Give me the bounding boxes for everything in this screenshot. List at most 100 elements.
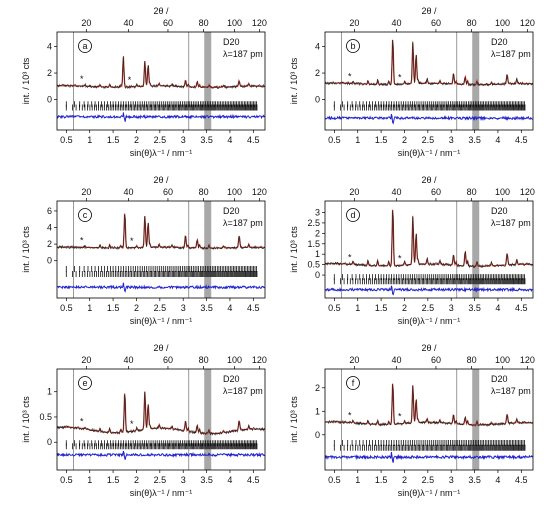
y-tick-label: 0 (47, 256, 52, 266)
x-tick-label: 2.5 (422, 475, 435, 485)
x-axis-label: sin(θ)λ⁻¹ / nm⁻¹ (130, 488, 193, 498)
difference-curve (325, 451, 533, 463)
x-tick-label: 3.5 (468, 303, 481, 313)
top-tick-label: 20 (349, 18, 359, 28)
top-tick-label: 40 (123, 187, 133, 197)
top-tick-label: 120 (252, 187, 267, 197)
reflection-ticks (65, 266, 257, 272)
top-tick-label: 60 (431, 187, 441, 197)
x-tick-label: 0.5 (60, 303, 73, 313)
wavelength-label: λ=187 pm (223, 49, 263, 59)
panel-label: e (82, 378, 87, 388)
impurity-star: * (80, 235, 84, 245)
instrument-label: D20 (491, 37, 508, 47)
top-tick-label: 80 (199, 18, 209, 28)
x-tick-label: 1 (355, 475, 360, 485)
calculated-profile (57, 56, 265, 89)
x-tick-label: 2 (134, 303, 139, 313)
impurity-star: * (348, 252, 352, 262)
top-tick-label: 60 (431, 355, 441, 365)
x-tick-label: 3.5 (468, 475, 481, 485)
x-tick-label: 1.5 (375, 135, 388, 145)
x-tick-label: 4.5 (247, 303, 260, 313)
difference-curve (325, 285, 533, 296)
x-tick-label: 1 (87, 303, 92, 313)
wavelength-label: λ=187 pm (491, 49, 531, 59)
top-tick-label: 120 (520, 18, 535, 28)
reflection-ticks (65, 443, 258, 450)
y-tick-label: 0 (315, 270, 320, 280)
top-tick-label: 80 (467, 355, 477, 365)
x-tick-label: 3 (181, 475, 186, 485)
x-tick-label: 1.5 (107, 303, 120, 313)
impurity-star: * (128, 75, 132, 85)
reflection-ticks (65, 271, 258, 277)
reflection-ticks (333, 444, 526, 451)
plot-area (325, 369, 533, 470)
x-tick-label: 3 (181, 135, 186, 145)
panel-label-circle (78, 208, 92, 222)
y-tick-label: 0 (47, 95, 52, 105)
instrument-label: D20 (491, 206, 508, 216)
y-tick-label: 1.5 (307, 239, 320, 249)
difference-curve (57, 450, 265, 460)
panel-label-circle (346, 39, 360, 53)
x-tick-label: 3.5 (200, 303, 213, 313)
y-tick-label: 4 (47, 223, 52, 233)
observed-profile (325, 39, 533, 87)
y-tick-label: 2.5 (307, 218, 320, 228)
top-tick-label: 20 (81, 18, 91, 28)
y-tick-label: 1 (47, 387, 52, 397)
impurity-star: * (398, 72, 402, 82)
observed-profile (57, 55, 265, 90)
x-tick-label: 2 (402, 303, 407, 313)
panel-label: f (352, 378, 355, 388)
y-tick-label: 3 (315, 207, 320, 217)
excluded-region-band (472, 32, 480, 130)
y-axis-label: int. / 10³ cts (21, 396, 31, 443)
x-tick-label: 0.5 (60, 475, 73, 485)
top-axis-label: 2θ / (421, 6, 437, 16)
x-axis-label: sin(θ)λ⁻¹ / nm⁻¹ (130, 316, 193, 326)
x-tick-label: 4.5 (247, 475, 260, 485)
wavelength-label: λ=187 pm (491, 218, 531, 228)
excluded-region-band (472, 201, 480, 298)
x-axis-label: sin(θ)λ⁻¹ / nm⁻¹ (398, 148, 461, 158)
y-axis-label: int. / 10³ cts (289, 57, 299, 104)
x-tick-label: 0.5 (328, 303, 341, 313)
x-tick-label: 0.5 (328, 135, 341, 145)
reflection-ticks (65, 101, 257, 108)
top-tick-label: 60 (163, 355, 173, 365)
plot-frame (56, 368, 266, 471)
panel-label-circle (78, 39, 92, 53)
x-tick-label: 4.5 (515, 135, 528, 145)
reflection-ticks (333, 274, 525, 281)
panel-label: c (83, 210, 88, 220)
top-tick-label: 20 (81, 187, 91, 197)
impurity-star: * (398, 412, 402, 422)
top-axis-label: 2θ / (153, 6, 169, 16)
panel-label: b (350, 41, 355, 51)
plot-frame (324, 31, 534, 131)
plot-area (57, 32, 265, 130)
x-tick-label: 1.5 (107, 135, 120, 145)
panel-label-circle (346, 208, 360, 222)
x-tick-label: 3 (449, 135, 454, 145)
x-tick-label: 2 (402, 475, 407, 485)
x-tick-label: 2.5 (154, 475, 167, 485)
plot-frame (56, 31, 266, 131)
top-axis-label: 2θ / (153, 175, 169, 185)
top-tick-label: 60 (431, 18, 441, 28)
plot-area (325, 32, 533, 130)
y-tick-label: 6 (47, 206, 52, 216)
impurity-star: * (130, 419, 134, 429)
difference-curve (57, 282, 265, 293)
top-tick-label: 120 (520, 187, 535, 197)
top-tick-label: 60 (163, 187, 173, 197)
top-tick-label: 40 (391, 355, 401, 365)
